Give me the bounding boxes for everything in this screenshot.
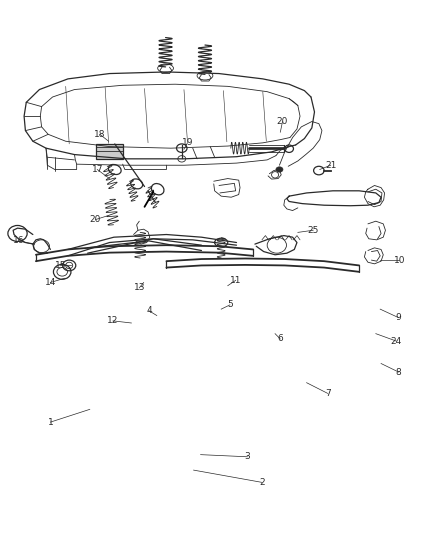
Text: 18: 18 xyxy=(94,130,106,139)
Text: 14: 14 xyxy=(45,278,56,287)
Text: 11: 11 xyxy=(230,276,241,285)
Text: 25: 25 xyxy=(307,226,319,235)
Text: 3: 3 xyxy=(244,453,251,461)
Text: 20: 20 xyxy=(277,117,288,126)
Text: 21: 21 xyxy=(325,161,336,169)
Text: 9: 9 xyxy=(396,313,402,322)
Text: 24: 24 xyxy=(391,337,402,345)
Text: 6: 6 xyxy=(277,335,283,343)
Text: 15: 15 xyxy=(55,261,66,270)
Text: 2: 2 xyxy=(259,478,265,487)
Ellipse shape xyxy=(276,167,283,172)
Text: 7: 7 xyxy=(325,389,331,398)
Text: 1: 1 xyxy=(47,418,53,426)
Text: 5: 5 xyxy=(227,301,233,309)
Text: 13: 13 xyxy=(134,284,145,292)
Text: 4: 4 xyxy=(146,306,152,315)
Text: 20: 20 xyxy=(90,215,101,224)
Text: 16: 16 xyxy=(13,237,24,245)
Text: 19: 19 xyxy=(182,139,193,147)
Text: 17: 17 xyxy=(92,165,103,174)
Text: 12: 12 xyxy=(107,317,119,325)
Text: 10: 10 xyxy=(394,256,405,264)
Bar xyxy=(96,144,123,159)
Text: 8: 8 xyxy=(396,368,402,376)
